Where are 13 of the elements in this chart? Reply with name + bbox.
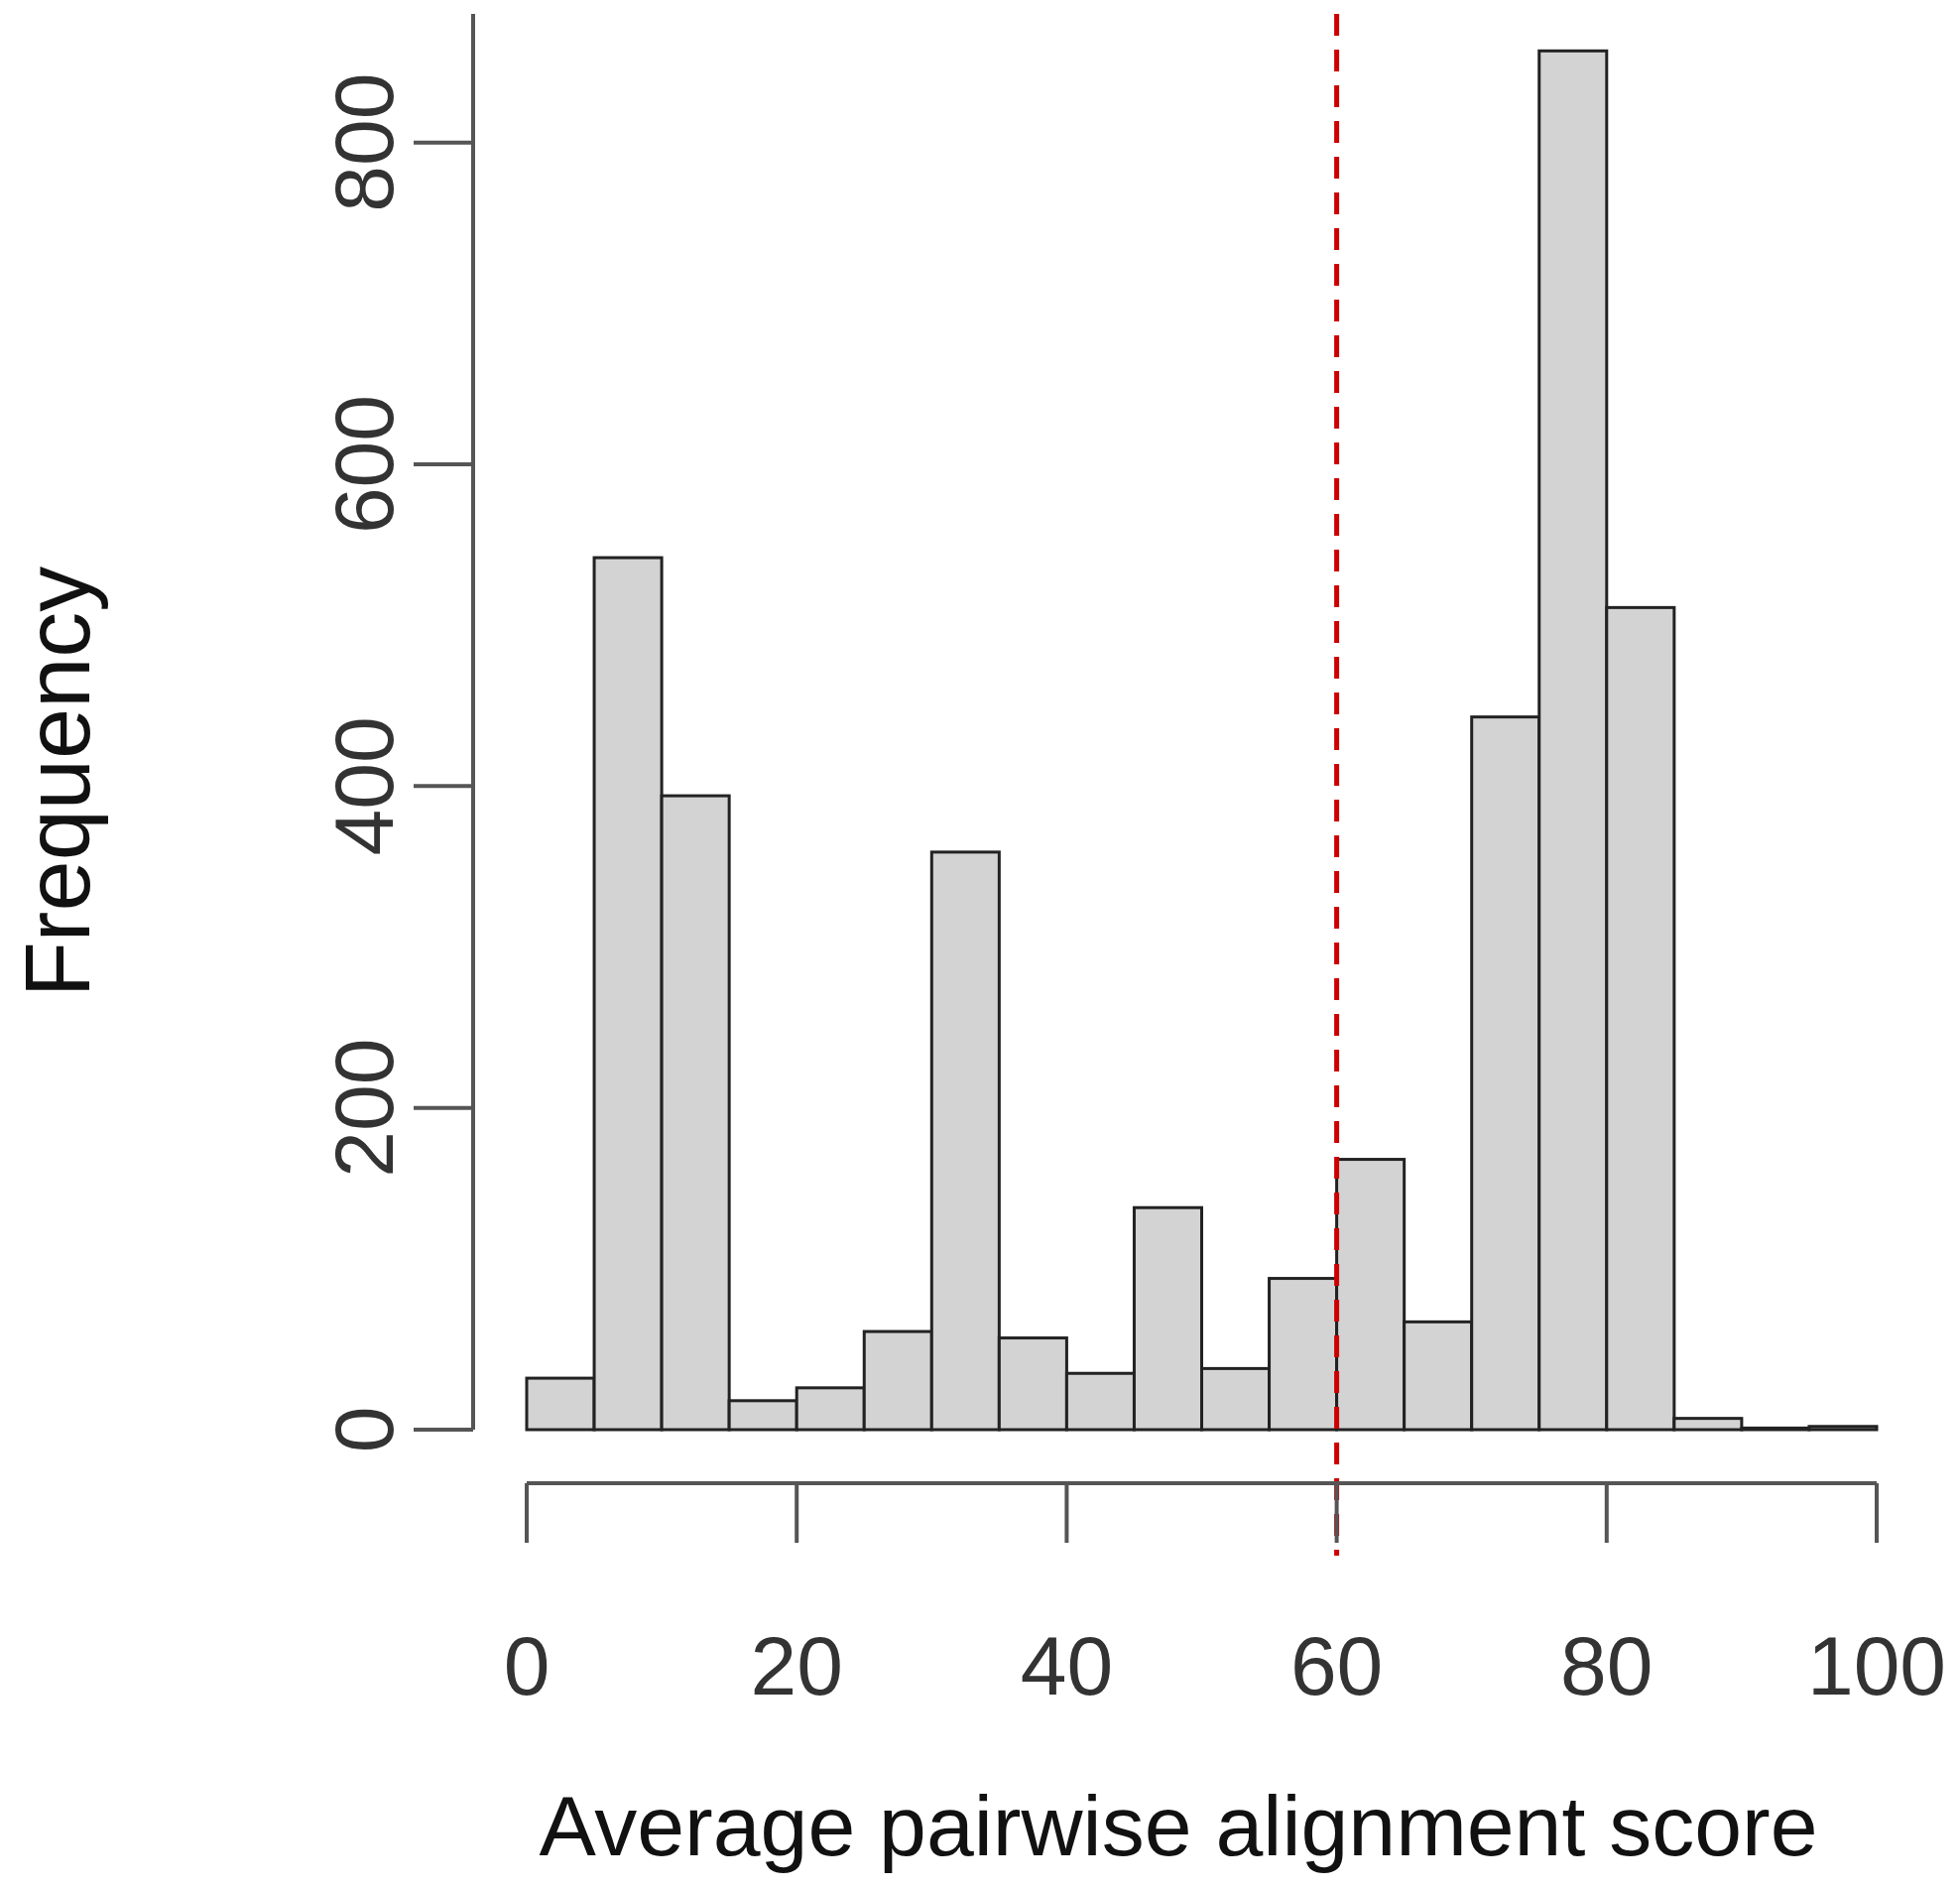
x-tick-label: 100 xyxy=(1806,1619,1947,1712)
x-axis-title: Average pairwise alignment score xyxy=(539,1778,1818,1873)
x-tick-label: 60 xyxy=(1289,1619,1384,1712)
y-tick-label: 400 xyxy=(317,716,411,856)
y-tick-label: 600 xyxy=(317,394,411,535)
y-tick-label: 0 xyxy=(317,1406,411,1453)
x-tick-label: 20 xyxy=(750,1619,843,1712)
y-tick-label: 200 xyxy=(317,1038,411,1178)
y-tick-label: 800 xyxy=(317,72,411,212)
y-axis-title: Frequency xyxy=(7,566,108,998)
x-tick-label: 80 xyxy=(1560,1619,1654,1712)
x-tick-label: 0 xyxy=(503,1619,551,1712)
x-tick-label: 40 xyxy=(1020,1619,1114,1712)
